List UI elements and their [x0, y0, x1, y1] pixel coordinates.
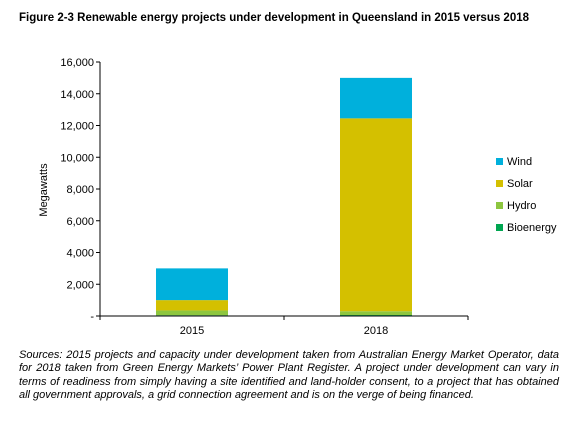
- bar-segment-solar-2015: [156, 300, 228, 311]
- legend-swatch-hydro: [496, 202, 503, 209]
- legend-label-solar: Solar: [507, 178, 533, 190]
- stacked-bar-chart: - 2,000 4,000 6,000 8,000 10,000 12,000 14,000 1…: [38, 57, 557, 337]
- y-tick-label: 6,000: [66, 216, 94, 228]
- figure-title: Figure 2-3 Renewable energy projects und…: [19, 12, 530, 24]
- y-tick-label: 12,000: [60, 121, 94, 133]
- y-tick-label: 10,000: [60, 152, 94, 164]
- legend-swatch-solar: [496, 180, 503, 187]
- y-tick-label: 2,000: [66, 279, 94, 291]
- legend-swatch-bioenergy: [496, 224, 503, 231]
- x-tick-label: 2015: [180, 325, 204, 337]
- bar-segment-wind-2015: [156, 268, 228, 301]
- y-axis: - 2,000 4,000 6,000 8,000 10,000 12,000 14,000 1…: [60, 57, 101, 323]
- bar-segment-wind-2018: [340, 77, 412, 119]
- legend-label-bioenergy: Bioenergy: [507, 222, 557, 234]
- bars: [156, 77, 412, 316]
- x-tick-label: 2018: [364, 325, 388, 337]
- bar-segment-solar-2018: [340, 118, 412, 312]
- x-axis: 2015 2018: [99, 315, 469, 337]
- legend: Wind Solar Hydro Bioenergy: [496, 156, 557, 234]
- legend-label-hydro: Hydro: [507, 200, 536, 212]
- y-axis-label: Megawatts: [38, 163, 50, 217]
- legend-swatch-wind: [496, 158, 503, 165]
- y-tick-label: -: [90, 311, 94, 323]
- y-tick-label: 14,000: [60, 89, 94, 101]
- legend-label-wind: Wind: [507, 156, 532, 168]
- y-tick-label: 16,000: [60, 57, 94, 69]
- bar-segment-hydro-2015: [156, 310, 228, 316]
- y-tick-label: 8,000: [66, 184, 94, 196]
- bar-segment-hydro-2018: [340, 311, 412, 316]
- sources-note: Sources: 2015 projects and capacity unde…: [19, 349, 559, 402]
- y-tick-label: 4,000: [66, 248, 94, 260]
